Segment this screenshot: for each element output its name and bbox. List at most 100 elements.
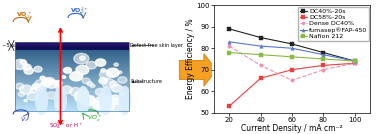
Text: Substructure: Substructure [130,79,162,84]
Bar [15,70,129,72]
Bar [15,82,129,85]
Circle shape [74,53,89,64]
Circle shape [81,96,96,106]
Line: Nafion 212: Nafion 212 [228,51,356,63]
Bar [15,68,129,70]
Ellipse shape [118,86,132,115]
Bar [15,91,129,93]
Circle shape [30,88,37,93]
DC40%-20s [258,37,263,38]
Circle shape [20,60,26,64]
Bar [15,74,129,76]
Circle shape [20,85,33,94]
Circle shape [86,61,97,69]
Nafion 212 [290,56,294,58]
Dense DC40% [352,62,357,64]
Bar [15,56,129,58]
Circle shape [76,65,89,75]
Bar [15,76,129,78]
Ellipse shape [76,86,90,115]
Circle shape [46,92,57,99]
Line: Dense DC40%: Dense DC40% [228,44,356,82]
Circle shape [111,95,119,101]
Circle shape [70,88,82,96]
Bar [15,95,129,97]
Circle shape [82,78,90,84]
Circle shape [62,76,66,78]
Circle shape [56,103,62,107]
Bar [15,62,129,64]
DC40%-20s [321,52,325,53]
Bar [15,99,129,101]
DC58%-20s [227,105,231,107]
Circle shape [114,63,118,66]
Dense DC40% [290,80,294,81]
Circle shape [13,59,27,70]
Circle shape [36,87,43,92]
Circle shape [111,84,122,92]
Bar [15,51,129,54]
DC40%-20s [352,60,357,62]
Circle shape [18,92,25,96]
Circle shape [40,82,47,87]
Circle shape [105,103,114,110]
fumasep®FAP-450 [321,54,325,55]
Bar [15,78,129,80]
Circle shape [34,79,49,90]
Ellipse shape [35,86,48,115]
Dense DC40% [227,45,231,47]
Circle shape [93,101,104,109]
Circle shape [32,83,41,90]
Ellipse shape [99,86,112,115]
Circle shape [54,81,62,86]
Bar [15,54,129,56]
DC58%-20s [290,69,294,70]
Legend: DC40%-20s, DC58%-20s, Dense DC40%, fumasep®FAP-450, Nafion 212: DC40%-20s, DC58%-20s, Dense DC40%, fumas… [298,7,369,41]
Line: DC40%-20s: DC40%-20s [228,27,356,63]
Nafion 212 [227,52,231,53]
Bar [15,107,129,109]
DC58%-20s [321,65,325,66]
Circle shape [79,56,85,60]
Bar [15,58,129,60]
Bar [15,105,129,107]
Circle shape [103,96,114,104]
Text: ~5 µm: ~5 µm [2,43,20,48]
Nafion 212 [352,60,357,62]
Circle shape [95,88,105,95]
Bar [15,60,129,62]
Circle shape [107,68,119,77]
Circle shape [110,103,121,111]
Bar [15,42,129,50]
fumasep®FAP-450 [290,47,294,49]
DC58%-20s [352,62,357,64]
Text: $VO_x^+$: $VO_x^+$ [87,114,102,124]
Line: fumasep®FAP-450: fumasep®FAP-450 [228,40,356,63]
Circle shape [118,71,122,74]
Circle shape [40,76,45,80]
Bar [15,42,129,46]
Circle shape [64,68,71,73]
Bar [15,86,129,89]
Nafion 212 [321,58,325,60]
Bar [15,72,129,74]
Bar [15,80,129,82]
DC58%-20s [258,77,263,79]
Circle shape [54,85,60,88]
Circle shape [61,86,72,94]
Text: VO$_2^{2+}$: VO$_2^{2+}$ [70,5,89,16]
fumasep®FAP-450 [258,45,263,47]
Circle shape [119,92,125,96]
Text: $V_x$: $V_x$ [20,115,29,124]
Circle shape [34,66,42,72]
Circle shape [90,84,95,88]
Text: Defect-free skin layer: Defect-free skin layer [130,43,183,48]
Circle shape [118,77,127,83]
DC40%-20s [290,43,294,45]
Circle shape [23,64,31,70]
Bar [15,66,129,68]
Text: SO$_4^{2-}$ or H$^+$: SO$_4^{2-}$ or H$^+$ [49,121,83,131]
DC40%-20s [227,28,231,30]
Circle shape [70,72,83,81]
fumasep®FAP-450 [227,41,231,43]
